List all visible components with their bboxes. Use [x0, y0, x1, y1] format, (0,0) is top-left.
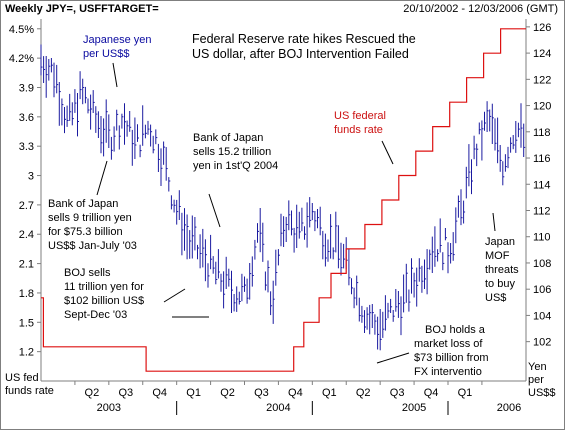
annotation-boj-152t-line-1: Bank of Japan: [193, 132, 263, 144]
chart-annotations: Japanese yen per US$$ US federal funds r…: [48, 34, 519, 378]
annotation-boj-loss-line-1: BOJ holds a: [425, 324, 486, 336]
left-axis-tick-label: 3.3: [19, 141, 34, 153]
left-axis-tick-label: 3: [28, 171, 34, 183]
chart-title-line-2: US dollar, after BOJ Intervention Failed: [192, 47, 409, 61]
annotation-boj-loss-line-4: FX interventio: [414, 366, 482, 378]
annotation-japan-mof-line-1: Japan: [485, 236, 515, 248]
chart-title-line-1: Federal Reserve rate hikes Rescued the: [192, 32, 416, 46]
x-axis-quarter-label: Q4: [152, 387, 167, 399]
annotation-boj-11t-line-4: Sept-Dec '03: [64, 309, 127, 321]
annotation-boj-152t-pointer: [208, 193, 221, 228]
right-axis-tick-label: 114: [533, 179, 551, 191]
annotation-japan-mof-line-4: to buy: [485, 278, 515, 290]
right-axis-tick-label: 118: [533, 127, 551, 139]
annotation-boj-9t-pointer: [96, 160, 108, 196]
left-axis-tick-label: 2.4: [19, 229, 34, 241]
x-axis-ticks: Q2 Q3 Q4 Q1 Q2 Q3 Q4 Q1 Q2 Q3 Q4 Q1 2003 2004 2005 2006: [74, 381, 521, 415]
right-axis-tick-label: 124: [533, 48, 551, 60]
left-axis-ticks: 4.5% 4.2% 3.9 3.6 3.3 3 2.7 2.4 2.1 1.8 1.5 1.2: [9, 24, 41, 359]
annotation-boj-152t-line-3: yen in 1st'Q 2004: [193, 160, 278, 172]
annotation-japan-mof: Japan MOF threats to buy US$: [485, 236, 519, 304]
date-range-label: 20/10/2002 - 12/03/2006 (GMT): [403, 3, 558, 15]
annotation-fed-label: US federal funds rate: [334, 110, 386, 136]
annotation-boj-152t: Bank of Japan sells 15.2 trillion yen in…: [193, 132, 278, 172]
left-axis-name-line-1: US fed: [5, 372, 39, 384]
yen-price-bars: [40, 44, 526, 351]
annotation-japan-mof-line-2: MOF: [485, 250, 510, 262]
axis-names: US fed funds rate Yen per US$$: [5, 361, 556, 399]
instrument-label: Weekly JPY=, USFFTARGET=: [5, 3, 159, 15]
x-axis-year-label: 2004: [266, 402, 290, 414]
annotation-boj-9t-line-2: sells 9 trillion yen: [48, 212, 132, 224]
chart-header: Weekly JPY=, USFFTARGET= 20/10/2002 - 12…: [1, 1, 564, 18]
right-axis-name-line-2: per: [528, 374, 544, 386]
x-axis-year-label: 2005: [402, 402, 426, 414]
left-axis-tick-label: 2.1: [19, 259, 34, 271]
annotation-boj-152t-line-2: sells 15.2 trillion: [193, 146, 271, 158]
annotation-japan-mof-line-5: US$: [485, 292, 506, 304]
annotation-boj-11t-line-3: $102 billion US$: [64, 295, 144, 307]
annotation-yen-pointer: [112, 62, 118, 88]
annotation-japan-mof-line-3: threats: [485, 264, 519, 276]
right-axis-tick-label: 122: [533, 74, 551, 86]
right-axis-tick-label: 110: [533, 232, 551, 244]
annotation-yen-label-line-2: per US$$: [83, 48, 129, 60]
chart-title: Federal Reserve rate hikes Rescued the U…: [192, 32, 416, 61]
annotation-boj-9t-line-3: for $75.3 billion: [48, 226, 123, 238]
x-axis-quarter-label: Q2: [220, 387, 235, 399]
right-axis-tick-label: 116: [533, 153, 551, 165]
left-axis-tick-label: 4.2%: [9, 53, 34, 65]
x-axis-quarter-label: Q1: [186, 387, 201, 399]
right-axis-tick-label: 120: [533, 101, 551, 113]
annotation-boj-loss: BOJ holds a market loss of $73 billion f…: [414, 324, 489, 378]
annotation-boj-11t-line-1: BOJ sells: [64, 267, 111, 279]
x-axis-quarter-label: Q1: [458, 387, 473, 399]
right-axis-name-line-3: US$$: [528, 387, 556, 399]
annotation-boj-11t-line-2: 11 trillion yen for: [64, 281, 144, 293]
right-axis-ticks: 126 124 122 120 118 116 114 112 110 108 106 104 102: [526, 22, 551, 349]
right-axis-name-line-1: Yen: [528, 361, 547, 373]
right-axis-tick-label: 106: [533, 284, 551, 296]
x-axis-quarter-label: Q3: [118, 387, 133, 399]
x-axis-quarter-label: Q2: [356, 387, 371, 399]
annotation-boj-9t-line-4: US$$ Jan-July '03: [48, 240, 137, 252]
x-axis-quarter-label: Q1: [322, 387, 337, 399]
annotation-boj-9t-line-1: Bank of Japan: [48, 198, 118, 210]
annotation-yen-label-line-1: Japanese yen: [83, 34, 152, 46]
left-axis-tick-label: 1.5: [19, 317, 34, 329]
left-axis-tick-label: 2.7: [19, 200, 34, 212]
left-axis-tick-label: 1.8: [19, 288, 34, 300]
annotation-fed-label-line-2: funds rate: [334, 124, 383, 136]
left-axis-tick-label: 4.5%: [9, 24, 34, 36]
annotation-boj-loss-line-3: $73 billion from: [414, 352, 489, 364]
right-axis-tick-label: 126: [533, 22, 551, 34]
annotation-fed-label-line-1: US federal: [334, 110, 386, 122]
left-axis-tick-label: 3.9: [19, 82, 34, 94]
annotation-japan-mof-pointer: [492, 212, 496, 232]
right-axis-tick-label: 104: [533, 310, 551, 322]
annotation-boj-11t-pointer-1: [163, 288, 186, 303]
annotation-boj-loss-pointer: [376, 352, 410, 364]
x-axis-year-label: 2003: [97, 402, 121, 414]
left-axis-tick-label: 3.6: [19, 112, 34, 124]
x-axis-quarter-label: Q2: [85, 387, 100, 399]
left-axis-tick-label: 1.2: [19, 347, 34, 359]
right-axis-tick-label: 102: [533, 337, 551, 349]
right-axis-tick-label: 112: [533, 205, 551, 217]
fed-funds-rate-line: [41, 28, 526, 372]
left-axis-name-line-2: funds rate: [5, 385, 54, 397]
annotation-boj-loss-line-2: market loss of: [414, 338, 483, 350]
annotation-boj-9t: Bank of Japan sells 9 trillion yen for $…: [48, 198, 137, 252]
x-axis-quarter-label: Q4: [424, 387, 439, 399]
x-axis-quarter-label: Q3: [390, 387, 405, 399]
annotation-yen-label: Japanese yen per US$$: [83, 34, 152, 60]
annotation-fed-pointer: [381, 140, 394, 165]
x-axis-quarter-label: Q4: [288, 387, 303, 399]
x-axis-quarter-label: Q3: [254, 387, 269, 399]
x-axis-year-label: 2006: [497, 402, 521, 414]
right-axis-tick-label: 108: [533, 258, 551, 270]
annotation-boj-11t: BOJ sells 11 trillion yen for $102 billi…: [64, 267, 144, 321]
